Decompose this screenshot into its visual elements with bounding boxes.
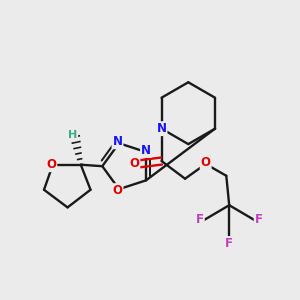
Text: O: O bbox=[112, 184, 122, 197]
Text: N: N bbox=[157, 122, 166, 135]
Text: F: F bbox=[225, 237, 233, 250]
Text: H: H bbox=[68, 130, 77, 140]
Text: O: O bbox=[201, 156, 211, 169]
Text: F: F bbox=[255, 213, 263, 226]
Text: F: F bbox=[196, 213, 204, 226]
Text: O: O bbox=[129, 158, 140, 170]
Text: N: N bbox=[141, 144, 151, 157]
Text: N: N bbox=[112, 135, 122, 148]
Text: O: O bbox=[46, 158, 56, 171]
